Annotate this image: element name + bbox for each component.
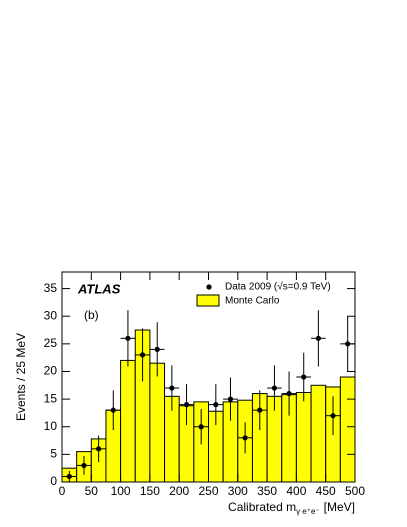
legend-marker xyxy=(206,284,212,290)
x-label-main: Calibrated m xyxy=(228,500,296,514)
x-axis-label: Calibrated mγ e⁺e⁻ [MeV] xyxy=(228,500,355,516)
x-tick-label: 150 xyxy=(140,484,160,498)
data-point xyxy=(213,402,219,408)
histogram-bar xyxy=(295,391,312,483)
legend-label: Monte Carlo xyxy=(225,296,280,307)
legend-label: Data 2009 (√s=0.9 TeV) xyxy=(225,281,331,293)
y-tick-label: 15 xyxy=(44,391,58,405)
x-tick-label: 350 xyxy=(257,484,277,498)
x-tick-label: 400 xyxy=(286,484,306,498)
x-tick-label: 50 xyxy=(85,484,99,498)
x-label-subscript: γ e⁺e⁻ xyxy=(296,507,320,516)
data-point xyxy=(169,385,175,391)
x-tick-label: 250 xyxy=(198,484,218,498)
x-tick-label: 100 xyxy=(111,484,131,498)
data-point xyxy=(242,435,248,441)
data-point xyxy=(96,446,102,452)
data-point xyxy=(154,346,160,352)
data-point xyxy=(257,407,263,413)
data-point xyxy=(125,335,131,341)
x-tick-label: 200 xyxy=(169,484,189,498)
histogram-bar xyxy=(149,362,166,483)
y-tick-label: 10 xyxy=(44,419,58,433)
data-point xyxy=(110,407,116,413)
data-point xyxy=(330,413,336,419)
data-point xyxy=(66,473,72,480)
y-tick-label: 35 xyxy=(44,281,58,295)
x-tick-label: 0 xyxy=(59,484,66,498)
histogram-bar xyxy=(310,384,327,483)
x-tick-label: 300 xyxy=(228,484,248,498)
data-point xyxy=(227,396,234,402)
data-point xyxy=(315,335,321,341)
x-label-unit: [MeV] xyxy=(324,500,355,514)
data-point xyxy=(301,374,307,380)
histogram-bar xyxy=(339,376,356,483)
y-tick-label: 25 xyxy=(44,336,58,350)
data-point xyxy=(271,385,278,391)
y-tick-label: 30 xyxy=(44,308,58,322)
data-point xyxy=(198,424,204,430)
x-tick-label: 500 xyxy=(345,484,365,498)
data-point xyxy=(81,462,87,469)
histogram-bar xyxy=(120,359,136,483)
x-tick-label: 450 xyxy=(316,484,336,498)
y-tick-label: 20 xyxy=(44,364,58,378)
atlas-label: ATLAS xyxy=(77,281,121,296)
data-point xyxy=(183,402,190,408)
data-point xyxy=(286,390,292,397)
data-point xyxy=(139,352,146,358)
y-axis-label: Events / 25 MeV xyxy=(14,333,28,421)
panel-label: (b) xyxy=(84,308,99,322)
legend-swatch xyxy=(196,294,220,307)
y-tick-label: 0 xyxy=(50,474,57,488)
y-tick-label: 5 xyxy=(50,447,57,461)
